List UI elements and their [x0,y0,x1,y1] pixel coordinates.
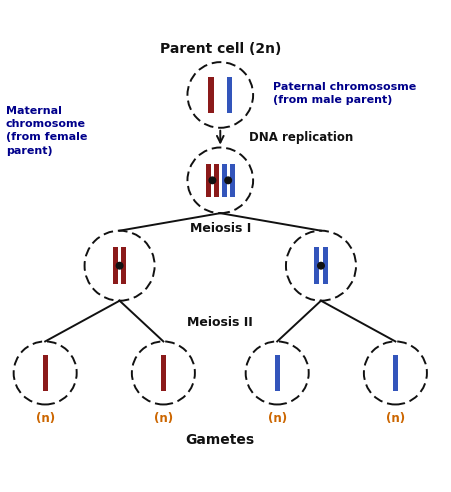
Bar [275,355,280,391]
Text: Gametes: Gametes [186,432,255,447]
Text: DNA replication: DNA replication [249,131,353,144]
Text: Meiosis I: Meiosis I [190,222,251,235]
Bar [230,164,235,197]
Circle shape [116,262,123,269]
Bar [393,355,398,391]
Text: (n): (n) [154,412,173,426]
Bar [42,355,48,391]
Circle shape [225,177,231,184]
Bar [214,164,219,197]
Text: Paternal chromososme
(from male parent): Paternal chromososme (from male parent) [273,82,416,105]
Bar [314,247,319,284]
Text: (n): (n) [36,412,55,426]
Bar [208,77,214,113]
Bar [206,164,211,197]
Bar [227,77,232,113]
Text: Parent cell (2n): Parent cell (2n) [160,42,281,56]
Text: (n): (n) [267,412,287,426]
Circle shape [318,262,324,269]
Bar [121,247,126,284]
Text: Meiosis II: Meiosis II [188,316,253,329]
Text: Maternal
chromosome
(from female
parent): Maternal chromosome (from female parent) [6,106,87,155]
Bar [161,355,166,391]
Bar [222,164,227,197]
Bar [323,247,327,284]
Text: (n): (n) [386,412,405,426]
Bar [113,247,118,284]
Circle shape [209,177,216,184]
